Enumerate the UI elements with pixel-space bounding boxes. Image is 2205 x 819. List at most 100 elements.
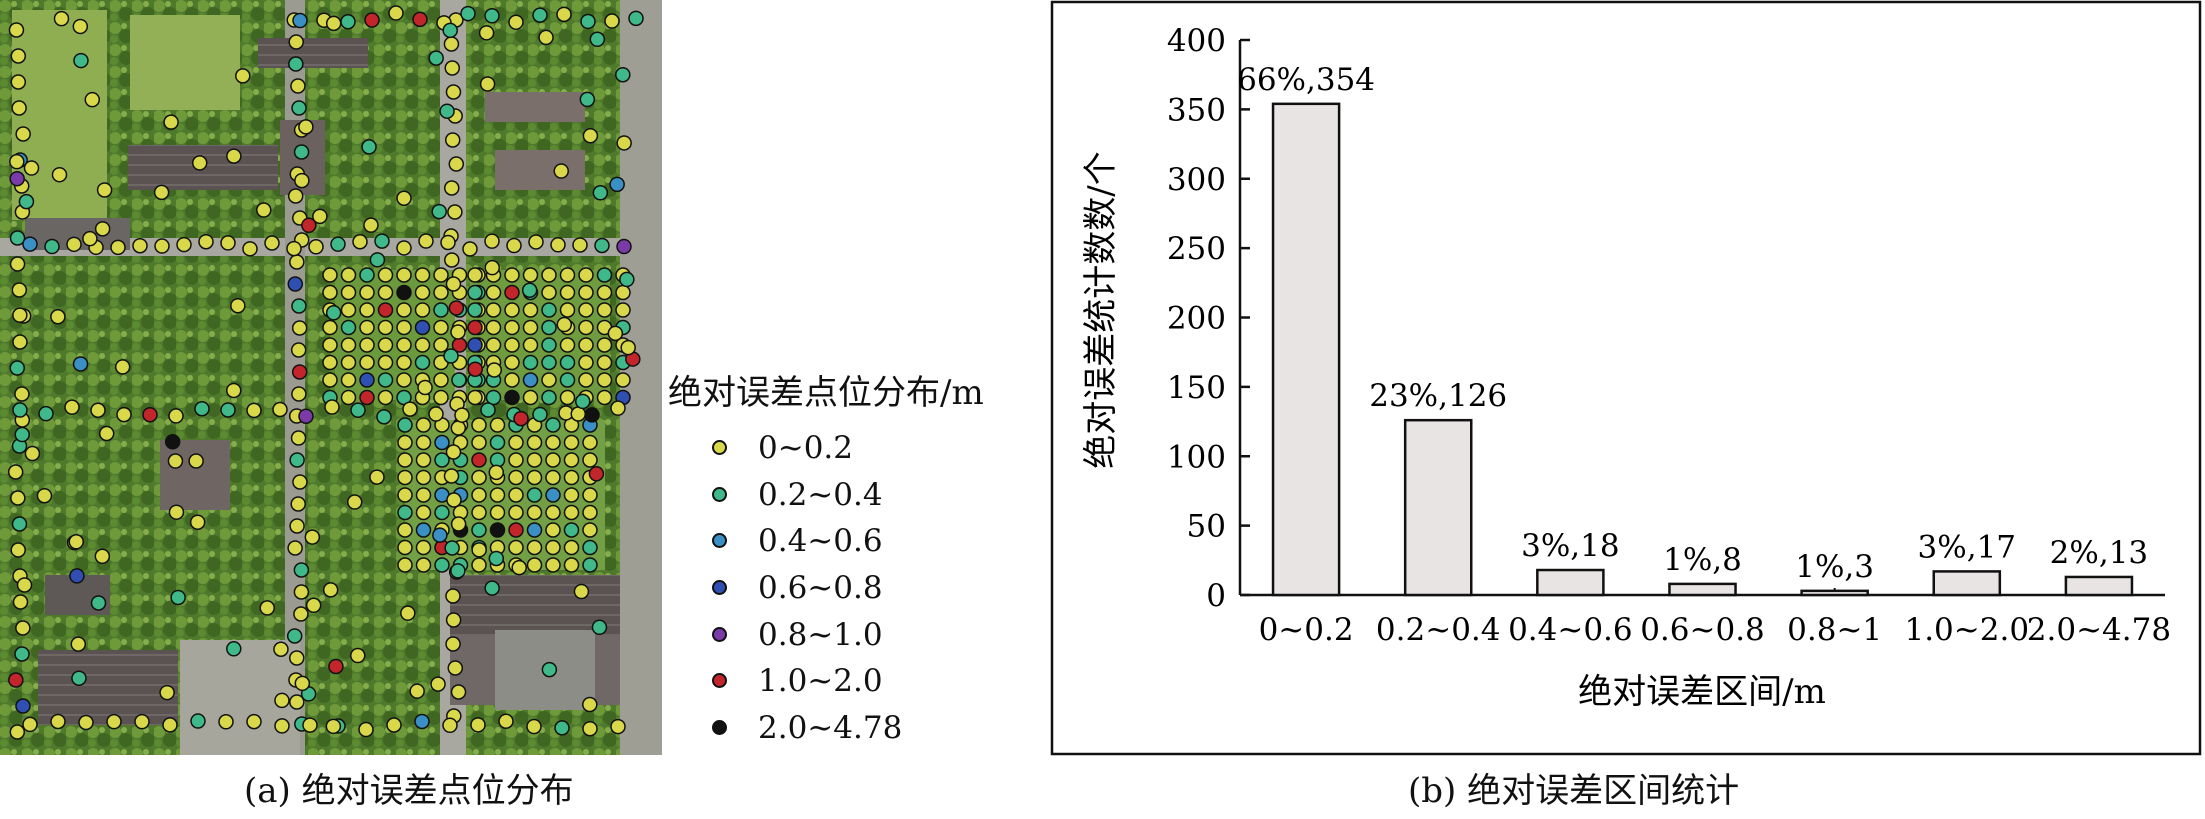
error-point bbox=[396, 319, 412, 336]
error-point bbox=[412, 11, 428, 28]
error-point bbox=[154, 238, 170, 254]
error-point bbox=[532, 406, 548, 423]
error-point bbox=[440, 234, 456, 251]
y-tick-label: 100 bbox=[1167, 439, 1226, 475]
error-point bbox=[11, 282, 28, 298]
error-point bbox=[522, 372, 539, 388]
error-point bbox=[414, 267, 431, 283]
error-point bbox=[433, 389, 449, 406]
error-point bbox=[545, 469, 561, 486]
error-point bbox=[578, 302, 594, 318]
error-point bbox=[434, 434, 450, 451]
error-point bbox=[508, 487, 524, 503]
error-point bbox=[415, 487, 432, 503]
error-point bbox=[163, 114, 179, 130]
error-point bbox=[220, 402, 236, 418]
error-point bbox=[559, 267, 576, 283]
error-point bbox=[286, 240, 302, 257]
error-point bbox=[415, 469, 432, 486]
error-point bbox=[428, 406, 444, 422]
error-point bbox=[301, 217, 317, 234]
error-point bbox=[467, 389, 483, 406]
error-point bbox=[508, 452, 524, 468]
error-point bbox=[471, 487, 487, 503]
error-point bbox=[504, 302, 520, 318]
error-point bbox=[616, 135, 632, 151]
error-point bbox=[359, 302, 375, 318]
error-point bbox=[508, 469, 524, 486]
legend-label: 0.8~1.0 bbox=[758, 617, 883, 653]
error-point bbox=[415, 504, 432, 521]
error-point bbox=[352, 234, 368, 250]
legend-label: 0~0.2 bbox=[758, 430, 853, 466]
error-point bbox=[168, 504, 185, 520]
error-point bbox=[10, 490, 26, 506]
error-point bbox=[504, 319, 520, 336]
error-point bbox=[498, 713, 514, 729]
error-point bbox=[242, 241, 258, 257]
error-point bbox=[359, 337, 375, 353]
error-point bbox=[521, 282, 538, 298]
error-point bbox=[374, 233, 390, 249]
error-point bbox=[50, 713, 66, 730]
x-axis-label: 绝对误差区间/m bbox=[1578, 672, 1826, 712]
error-point bbox=[274, 692, 290, 709]
y-tick-label: 50 bbox=[1187, 509, 1226, 545]
error-point bbox=[596, 337, 613, 353]
error-point bbox=[167, 453, 184, 469]
error-point bbox=[541, 337, 557, 353]
error-point bbox=[589, 31, 606, 48]
error-point bbox=[508, 539, 524, 556]
error-point bbox=[619, 271, 635, 288]
error-point bbox=[397, 539, 413, 556]
error-point bbox=[73, 52, 89, 69]
error-point bbox=[479, 76, 496, 92]
error-point bbox=[485, 302, 502, 318]
error-point bbox=[442, 22, 458, 39]
error-point bbox=[12, 307, 28, 323]
error-point bbox=[506, 237, 522, 254]
error-point bbox=[434, 452, 450, 468]
bar-data-label: 23%,126 bbox=[1369, 378, 1507, 414]
error-point bbox=[298, 119, 314, 135]
x-tick-label: 0.6~0.8 bbox=[1640, 612, 1765, 648]
error-point bbox=[433, 372, 449, 388]
error-point bbox=[293, 584, 310, 600]
error-point bbox=[504, 284, 520, 301]
error-point bbox=[12, 334, 28, 350]
error-point bbox=[325, 15, 342, 32]
legend-dot-icon bbox=[712, 580, 727, 595]
error-point bbox=[96, 182, 113, 198]
error-point bbox=[504, 389, 520, 406]
y-axis-label: 绝对误差统计数数/个 bbox=[1081, 151, 1121, 468]
error-point bbox=[273, 641, 289, 658]
error-point bbox=[471, 522, 487, 538]
error-point bbox=[274, 718, 290, 734]
aerial-map-image bbox=[0, 0, 662, 755]
error-point bbox=[451, 372, 467, 388]
error-point bbox=[444, 540, 460, 556]
error-point bbox=[485, 319, 502, 336]
error-point bbox=[159, 684, 175, 701]
y-tick-label: 0 bbox=[1206, 578, 1226, 614]
error-point bbox=[298, 408, 314, 424]
error-point bbox=[226, 148, 242, 164]
error-point bbox=[322, 319, 338, 336]
legend-label: 0.4~0.6 bbox=[758, 523, 883, 559]
error-point bbox=[582, 487, 598, 503]
error-point bbox=[322, 582, 339, 598]
error-point bbox=[414, 354, 431, 371]
error-point bbox=[572, 237, 588, 253]
error-point bbox=[444, 252, 460, 268]
legend-dot-icon bbox=[712, 487, 727, 502]
legend-label: 0.2~0.4 bbox=[758, 477, 883, 513]
error-point bbox=[563, 539, 580, 556]
error-point bbox=[330, 236, 346, 252]
error-point bbox=[563, 557, 580, 573]
error-point bbox=[312, 208, 328, 225]
error-point bbox=[620, 339, 636, 356]
error-point bbox=[415, 417, 432, 433]
error-point bbox=[304, 529, 321, 545]
error-point bbox=[578, 354, 594, 371]
error-point bbox=[325, 305, 342, 321]
